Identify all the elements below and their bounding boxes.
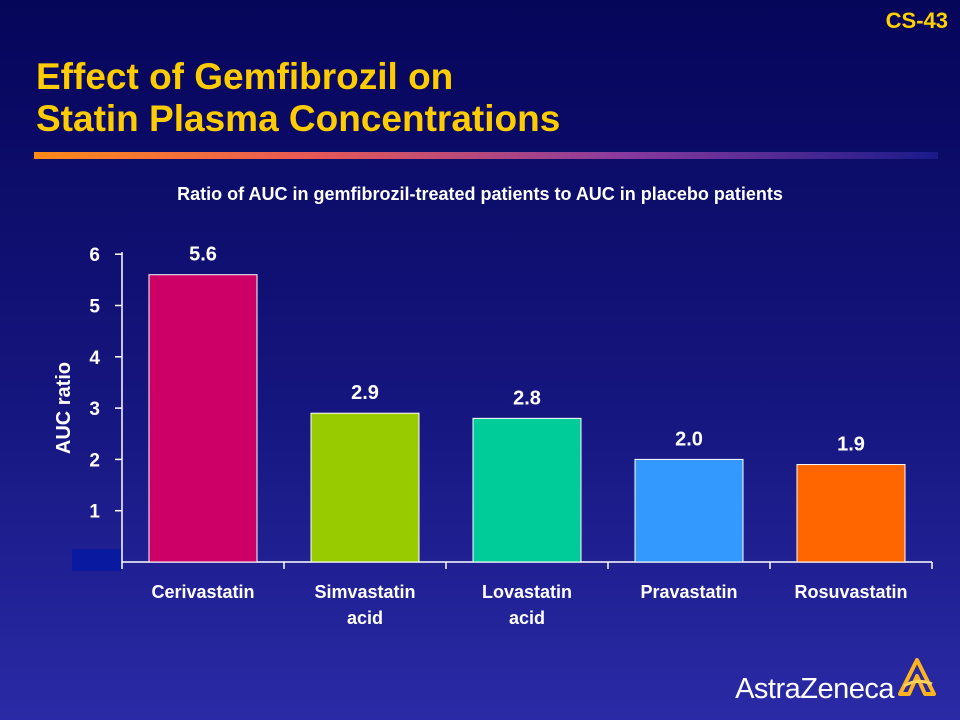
category-label: Rosuvastatin [794, 582, 907, 602]
slide-title: Effect of Gemfibrozil on Statin Plasma C… [36, 56, 560, 140]
y-tick-label: 4 [89, 348, 100, 369]
y-tick-label: 6 [89, 245, 100, 266]
chart-subtitle: Ratio of AUC in gemfibrozil-treated pati… [177, 184, 783, 204]
category-label: Simvastatin acid [314, 582, 415, 628]
category-label: Lovastatin acid [482, 582, 572, 628]
slide-number: CS-43 [885, 8, 948, 33]
bar [796, 464, 906, 563]
bar-value-label: 1.9 [837, 434, 865, 456]
bar-value-label: 2.9 [351, 382, 379, 404]
bar [310, 412, 420, 563]
x-axis-ticks [121, 562, 933, 569]
y-tick-label: 3 [89, 399, 100, 420]
title-line-2: Statin Plasma Concentrations [36, 98, 561, 139]
astrazeneca-logo: AstraZeneca [735, 656, 940, 706]
logo-text: AstraZeneca [735, 673, 894, 705]
bar-value-label: 2.8 [513, 387, 541, 409]
y-axis-title: AUC ratio [53, 362, 75, 454]
category-labels-group: Cerivastatin Simvastatin acid Lovastatin aci… [151, 582, 907, 628]
bar [472, 417, 582, 563]
astrazeneca-symbol-icon [898, 658, 936, 696]
bar-value-label: 5.6 [189, 244, 217, 266]
bar [148, 274, 258, 563]
y-tick-label: 1 [89, 502, 100, 523]
y-tick-label: 2 [89, 450, 100, 471]
title-line-1: Effect of Gemfibrozil on [36, 56, 454, 97]
y-axis-base-accent [72, 549, 122, 571]
data-labels-group: 5.6 2.9 2.8 2.0 1.9 [189, 244, 865, 456]
y-tick-label: 5 [89, 297, 100, 318]
bars-group [148, 274, 906, 563]
bar-value-label: 2.0 [675, 428, 703, 450]
y-axis-ticks: 1 2 3 4 5 6 [89, 245, 122, 523]
title-underline-rule [34, 152, 938, 159]
bar [634, 458, 744, 563]
bar-chart: 1 2 3 4 5 6 5.6 2.9 2.8 2.0 1.9 Cerivastatin Simva… [53, 244, 933, 628]
category-label: Pravastatin [640, 582, 737, 602]
category-label: Cerivastatin [151, 582, 254, 602]
